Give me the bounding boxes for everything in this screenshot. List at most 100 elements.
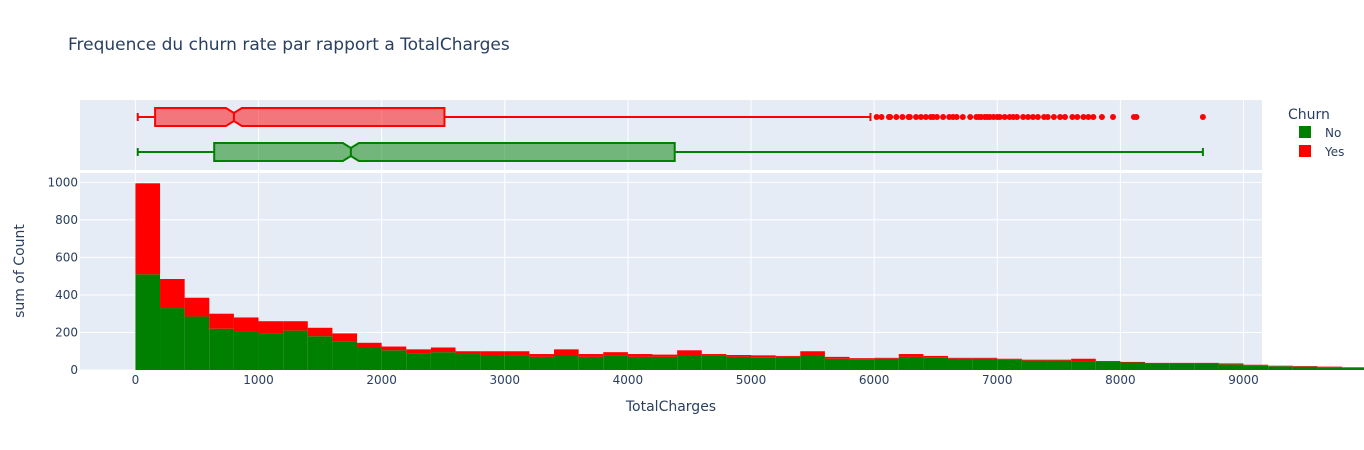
box-outlier-point[interactable]: [1034, 114, 1041, 120]
bar-no[interactable]: [972, 358, 998, 370]
bar-no[interactable]: [603, 355, 628, 370]
bar-yes[interactable]: [1021, 359, 1047, 361]
bar-yes[interactable]: [135, 183, 161, 275]
bar-yes[interactable]: [948, 357, 973, 359]
bar-no[interactable]: [775, 356, 801, 370]
bar-no[interactable]: [997, 359, 1022, 370]
bar-yes[interactable]: [751, 355, 776, 358]
bar-no[interactable]: [1021, 360, 1047, 370]
bar-yes[interactable]: [627, 354, 653, 357]
bar-yes[interactable]: [381, 346, 407, 351]
bar-yes[interactable]: [504, 351, 530, 356]
bar-yes[interactable]: [997, 358, 1022, 360]
bar-yes[interactable]: [160, 279, 185, 309]
bar-no[interactable]: [701, 355, 727, 370]
bar-yes[interactable]: [578, 354, 604, 357]
bar-yes[interactable]: [1218, 363, 1244, 365]
bar-no[interactable]: [1292, 366, 1318, 370]
bar-yes[interactable]: [923, 355, 949, 358]
box-outlier-point[interactable]: [1199, 114, 1206, 120]
bar-yes[interactable]: [1292, 366, 1318, 367]
bar-no[interactable]: [751, 357, 776, 370]
box-outlier-point[interactable]: [899, 114, 906, 120]
box-outlier-point[interactable]: [1062, 114, 1068, 120]
bar-yes[interactable]: [898, 354, 924, 357]
bar-yes[interactable]: [455, 351, 481, 355]
bar-no[interactable]: [1243, 365, 1269, 370]
bar-no[interactable]: [1268, 366, 1293, 370]
box-outlier-point[interactable]: [878, 114, 885, 120]
bar-yes[interactable]: [1194, 362, 1219, 364]
box-outlier-point[interactable]: [873, 114, 880, 120]
bar-no[interactable]: [258, 333, 284, 370]
bar-no[interactable]: [1046, 360, 1072, 370]
bar-no[interactable]: [430, 352, 456, 370]
bar-yes[interactable]: [972, 357, 998, 359]
bar-no[interactable]: [332, 341, 358, 370]
bar-no[interactable]: [874, 358, 899, 370]
box-outlier-point[interactable]: [1001, 114, 1008, 120]
bar-yes[interactable]: [357, 342, 382, 348]
bar-no[interactable]: [849, 359, 875, 370]
bar-yes[interactable]: [1046, 359, 1072, 361]
bar-yes[interactable]: [1169, 362, 1195, 364]
bar-yes[interactable]: [1317, 366, 1343, 368]
bar-no[interactable]: [233, 331, 259, 370]
bar-yes[interactable]: [677, 350, 702, 355]
bar-no[interactable]: [480, 354, 505, 370]
bar-yes[interactable]: [800, 351, 825, 355]
box-outlier-point[interactable]: [1029, 114, 1036, 120]
box-outlier-point[interactable]: [959, 114, 966, 120]
bar-yes[interactable]: [307, 327, 333, 337]
box-outlier-point[interactable]: [887, 114, 894, 120]
bar-no[interactable]: [652, 356, 678, 370]
bar-no[interactable]: [948, 358, 973, 370]
bar-yes[interactable]: [529, 354, 555, 357]
box-outlier-point[interactable]: [1069, 114, 1076, 120]
bar-no[interactable]: [504, 355, 530, 370]
bar-no[interactable]: [160, 308, 185, 370]
bar-no[interactable]: [529, 356, 555, 370]
box-plot-no[interactable]: [136, 142, 1204, 162]
box-outlier-point[interactable]: [1044, 114, 1051, 120]
bar-yes[interactable]: [874, 357, 899, 359]
bar-no[interactable]: [135, 274, 161, 370]
box-outlier-point[interactable]: [906, 114, 913, 120]
bar-no[interactable]: [209, 328, 234, 370]
bar-no[interactable]: [898, 356, 924, 370]
bar-yes[interactable]: [603, 352, 628, 356]
box-outlier-point[interactable]: [893, 114, 900, 120]
bar-no[interactable]: [357, 347, 382, 370]
bar-yes[interactable]: [406, 349, 431, 354]
bar-no[interactable]: [406, 353, 431, 370]
bar-yes[interactable]: [1071, 358, 1096, 362]
legend-item-no[interactable]: No: [1299, 126, 1341, 140]
bar-no[interactable]: [184, 316, 210, 370]
bar-no[interactable]: [283, 330, 308, 370]
box-outlier-point[interactable]: [922, 114, 929, 120]
bar-yes[interactable]: [1342, 367, 1364, 368]
bar-yes[interactable]: [258, 321, 284, 334]
bar-no[interactable]: [307, 336, 333, 370]
bar-no[interactable]: [1071, 361, 1096, 370]
bar-yes[interactable]: [554, 349, 579, 355]
bar-no[interactable]: [1169, 363, 1195, 370]
bar-no[interactable]: [455, 354, 481, 370]
box-outlier-point[interactable]: [1020, 114, 1027, 120]
box-plot-yes[interactable]: [136, 107, 1206, 127]
bar-yes[interactable]: [775, 355, 801, 357]
bar-no[interactable]: [677, 354, 702, 370]
box-outlier-point[interactable]: [967, 114, 974, 120]
bar-no[interactable]: [1120, 362, 1146, 370]
bar-yes[interactable]: [283, 321, 308, 331]
bar-yes[interactable]: [849, 358, 875, 360]
bar-yes[interactable]: [1095, 360, 1121, 362]
box-outlier-point[interactable]: [933, 114, 940, 120]
box-outlier-point[interactable]: [1090, 114, 1097, 120]
bar-yes[interactable]: [480, 351, 505, 355]
bar-yes[interactable]: [1268, 365, 1293, 367]
bar-yes[interactable]: [1120, 361, 1146, 363]
box-outlier-point[interactable]: [1025, 114, 1032, 120]
bar-no[interactable]: [824, 358, 850, 370]
bar-no[interactable]: [923, 357, 949, 370]
